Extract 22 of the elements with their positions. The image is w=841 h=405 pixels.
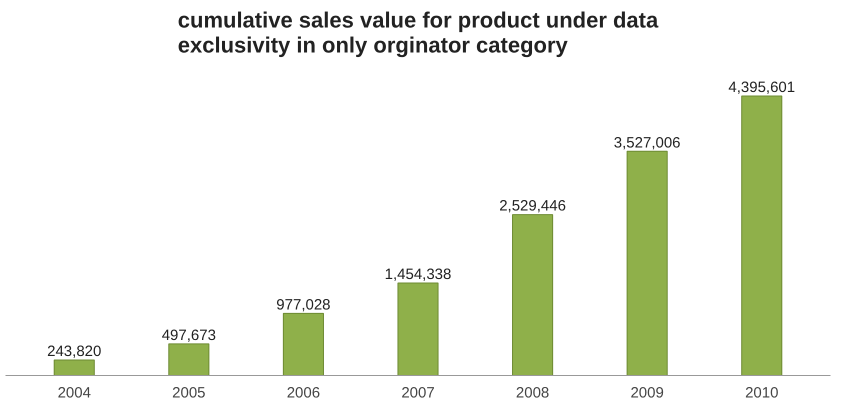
x-tick-label: 2009 bbox=[630, 384, 664, 402]
x-tick-label: 2006 bbox=[286, 384, 320, 402]
data-label: 2,529,446 bbox=[499, 198, 566, 215]
bar bbox=[282, 312, 324, 376]
bar bbox=[397, 282, 439, 376]
data-label: 497,673 bbox=[162, 326, 216, 344]
data-label: 3,527,006 bbox=[614, 134, 681, 152]
chart-title: cumulative sales value for product under data exclusivity in only orginator category bbox=[178, 8, 659, 58]
bar bbox=[168, 343, 210, 376]
bar bbox=[512, 214, 554, 376]
x-tick-label: 2007 bbox=[401, 384, 435, 402]
bar bbox=[741, 96, 782, 376]
data-label: 4,395,601 bbox=[728, 79, 796, 96]
x-tick-label: 2008 bbox=[516, 384, 550, 402]
x-tick-label: 2010 bbox=[745, 384, 778, 402]
bar bbox=[626, 150, 668, 376]
bar bbox=[54, 360, 95, 376]
data-label: 243,820 bbox=[47, 343, 102, 360]
x-tick-label: 2005 bbox=[172, 384, 206, 402]
data-label: 1,454,338 bbox=[384, 266, 452, 284]
data-label: 977,028 bbox=[276, 296, 331, 314]
x-tick-label: 2004 bbox=[58, 384, 91, 402]
